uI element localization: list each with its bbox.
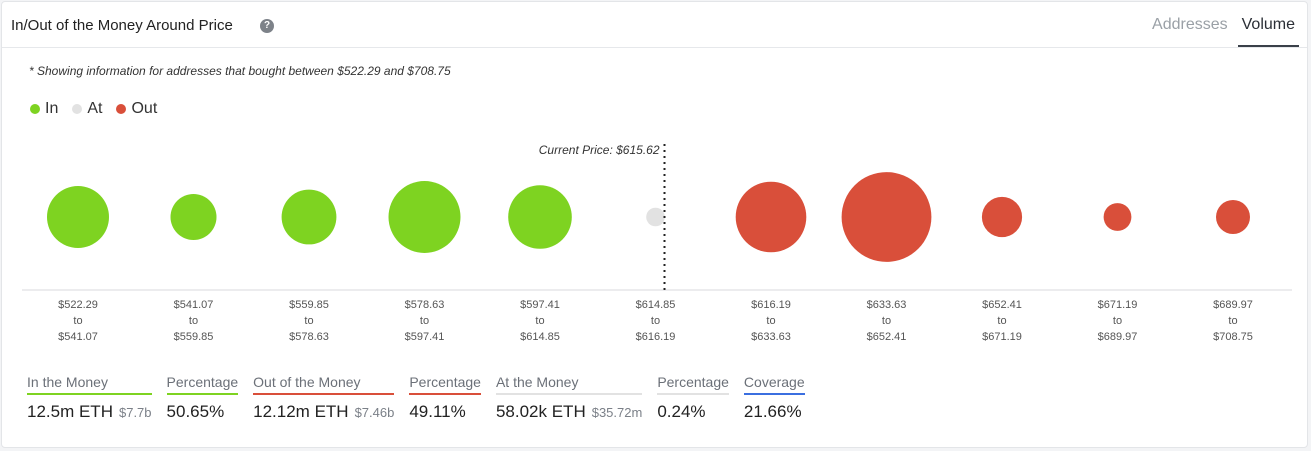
tick-label: to: [420, 315, 429, 327]
bubble-out[interactable]: [735, 181, 807, 253]
bubble-in[interactable]: [388, 181, 461, 253]
bubble-in[interactable]: [281, 189, 337, 245]
tick-label: to: [766, 315, 775, 327]
stat-in-percentage: Percentage 50.65%: [166, 374, 239, 422]
stat-label: Percentage: [409, 374, 481, 395]
tab-volume[interactable]: Volume: [1237, 2, 1299, 47]
tick-label: $671.19: [1098, 299, 1138, 311]
stat-value: 0.24%: [657, 402, 706, 421]
tick-label: $633.63: [867, 299, 907, 311]
legend-label-at: At: [87, 100, 103, 117]
tick-label: $559.85: [289, 299, 329, 311]
bubble-chart: $522.29 to $541.07 $541.07 to $559.85 $559.85 t…: [22, 143, 1292, 343]
tick-label: $616.19: [636, 331, 676, 343]
card-header: In/Out of the Money Around Price ? Addre…: [2, 2, 1307, 48]
tick-label: to: [997, 315, 1006, 327]
tick-label: to: [189, 315, 198, 327]
view-tabs: Addresses Volume: [1142, 2, 1299, 47]
stat-label: Percentage: [166, 374, 239, 395]
bubble-out[interactable]: [841, 172, 932, 262]
tick-label: $578.63: [289, 331, 329, 343]
legend-label-in: In: [45, 100, 59, 117]
legend-dot-at: [72, 104, 83, 114]
bubble-out[interactable]: [981, 196, 1023, 238]
stat-in-money: In the Money 12.5m ETH $7.7b: [27, 374, 152, 422]
stat-out-money: Out of the Money 12.12m ETH $7.46b: [253, 374, 395, 422]
stat-value: 50.65%: [166, 402, 225, 421]
stat-at-money: At the Money 58.02k ETH $35.72m: [495, 374, 643, 422]
tick-label: to: [73, 315, 82, 327]
legend-item-out[interactable]: Out: [116, 100, 157, 118]
stat-value: 58.02k ETH $35.72m: [495, 402, 643, 421]
tick-label: $578.63: [405, 299, 445, 311]
stat-out-percentage: Percentage 49.11%: [409, 374, 481, 422]
stat-label: Coverage: [743, 374, 805, 395]
tick-label: $541.07: [58, 331, 98, 343]
tick-label: $614.85: [636, 299, 676, 311]
bubble-out[interactable]: [1216, 200, 1250, 234]
card-title: In/Out of the Money Around Price: [11, 17, 233, 34]
bubble-out[interactable]: [1103, 203, 1132, 231]
question-circle-icon[interactable]: ?: [260, 19, 274, 33]
chart-legend: In At Out: [30, 100, 157, 118]
range-note: * Showing information for addresses that…: [29, 64, 451, 78]
tick-label: $652.41: [867, 331, 907, 343]
summary-stats: In the Money 12.5m ETH $7.7b Percentage 5…: [27, 374, 820, 422]
tick-label: $559.85: [174, 331, 214, 343]
tick-label: $689.97: [1213, 299, 1253, 311]
tab-addresses[interactable]: Addresses: [1152, 16, 1228, 33]
legend-dot-out: [116, 104, 127, 114]
stat-label: At the Money: [495, 374, 643, 395]
tick-label: $708.75: [1213, 331, 1253, 343]
legend-label-out: Out: [131, 100, 158, 117]
tick-label: to: [1113, 315, 1122, 327]
stat-value: 21.66%: [743, 402, 802, 421]
stat-value: 49.11%: [409, 402, 466, 421]
stat-coverage: Coverage 21.66%: [743, 374, 805, 422]
legend-dot-in: [30, 104, 40, 114]
tick-label: $616.19: [751, 299, 791, 311]
bubble-at[interactable]: [646, 207, 665, 227]
tick-label: $633.63: [751, 331, 791, 343]
tick-label: to: [882, 315, 891, 327]
tick-label: to: [651, 315, 660, 327]
bubble-in[interactable]: [47, 186, 109, 248]
bubble-in[interactable]: [508, 185, 572, 249]
tick-label: $614.85: [520, 331, 560, 343]
stat-value: 12.12m ETH $7.46b: [253, 402, 395, 421]
tick-label: $671.19: [982, 331, 1022, 343]
legend-item-in[interactable]: In: [30, 100, 58, 118]
stat-label: In the Money: [27, 374, 152, 395]
stat-label: Out of the Money: [253, 374, 395, 395]
bubble-in[interactable]: [170, 194, 217, 240]
current-price-label: Current Price: $615.62: [539, 143, 660, 157]
tick-label: $522.29: [58, 299, 98, 311]
stat-at-percentage: Percentage 0.24%: [657, 374, 729, 422]
tick-label: $652.41: [982, 299, 1022, 311]
tick-label: $597.41: [520, 299, 560, 311]
stat-label: Percentage: [657, 374, 729, 395]
stat-value: 12.5m ETH $7.7b: [27, 402, 152, 421]
tick-label: $597.41: [405, 331, 445, 343]
tick-label: to: [1228, 315, 1237, 327]
tick-label: $689.97: [1098, 331, 1138, 343]
tick-label: to: [304, 315, 313, 327]
tick-label: to: [535, 315, 544, 327]
legend-item-at[interactable]: At: [72, 100, 102, 118]
tick-label: $541.07: [174, 299, 214, 311]
